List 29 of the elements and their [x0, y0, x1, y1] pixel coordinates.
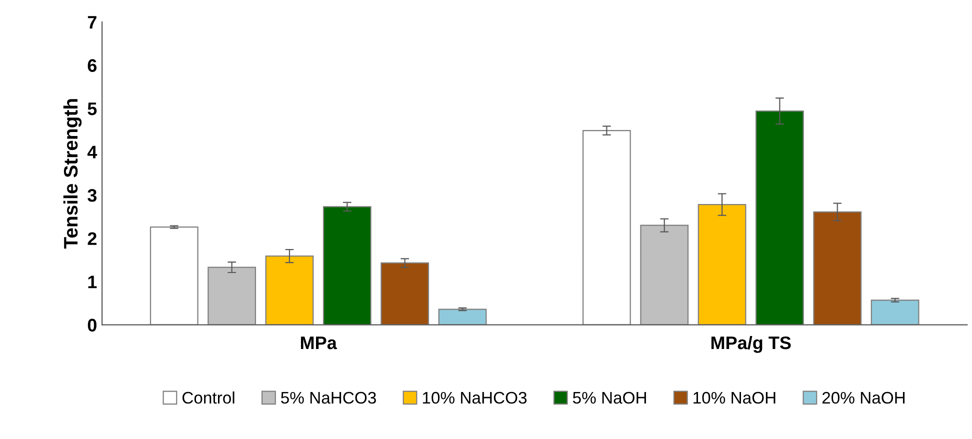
bar: [582, 130, 631, 325]
y-tick-label: 1: [88, 276, 97, 288]
legend-label: 5% NaHCO3: [281, 392, 376, 404]
y-tick-label: 3: [88, 188, 97, 202]
y-tick-label: 5: [88, 102, 97, 116]
bar: [870, 300, 920, 325]
y-tick-label: 0: [88, 318, 96, 332]
bar: [150, 226, 198, 325]
legend-label: 5% NaOH: [572, 392, 646, 404]
bar: [640, 224, 689, 325]
y-axis-title: Tensile Strength: [63, 99, 82, 249]
bar: [265, 256, 314, 325]
y-tick-label: 7: [88, 16, 96, 28]
legend-label: 10% NaHCO3: [422, 392, 527, 404]
x-tick-label: MPa/g TS: [711, 336, 791, 353]
bar: [322, 206, 372, 325]
bar: [698, 204, 746, 325]
bar: [438, 308, 487, 325]
legend-label: Control: [182, 391, 234, 404]
y-tick-label: 4: [87, 146, 98, 158]
bar: [208, 266, 256, 325]
bar: [813, 211, 862, 325]
bar: [380, 262, 430, 325]
y-tick-label: 2: [88, 232, 96, 245]
y-tick-label: 6: [88, 59, 97, 72]
x-tick-label: MPa: [300, 336, 338, 350]
legend-label: 20% NaOH: [822, 392, 905, 404]
bar: [756, 110, 804, 325]
legend-label: 10% NaOH: [694, 392, 776, 404]
